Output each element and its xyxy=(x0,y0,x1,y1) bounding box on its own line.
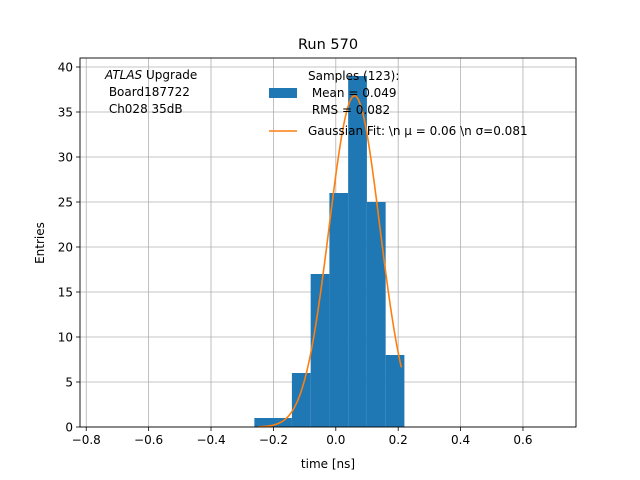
y-tick-label: 35 xyxy=(58,105,73,119)
chart-title: Run 570 xyxy=(298,37,358,53)
legend-fit-label: Gaussian Fit: \n μ = 0.06 \n σ=0.081 xyxy=(308,124,528,138)
y-tick-label: 20 xyxy=(58,240,73,254)
x-axis-label: time [ns] xyxy=(301,457,355,471)
x-tick-label: 0.2 xyxy=(389,433,408,447)
legend-histogram-label-2: Mean = 0.049 xyxy=(308,86,397,100)
histogram-bar xyxy=(329,193,348,427)
x-tick-label: −0.2 xyxy=(259,433,288,447)
annotation-line-3: Ch028 35dB xyxy=(105,102,183,116)
x-tick-label: −0.8 xyxy=(72,433,101,447)
y-axis-label: Entries xyxy=(33,222,47,264)
legend-histogram-label-3: RMS = 0.082 xyxy=(308,103,390,117)
legend-histogram-label-1: Samples (123): xyxy=(308,69,399,83)
x-tick-label: 0.0 xyxy=(326,433,345,447)
annotation-atlas: ATLAS xyxy=(104,68,143,82)
y-tick-label: 40 xyxy=(58,60,73,74)
annotation-line-2: Board187722 xyxy=(105,85,190,99)
histogram-bar xyxy=(292,373,311,427)
histogram-bar xyxy=(367,202,386,427)
y-tick-label: 0 xyxy=(65,420,73,434)
x-tick-label: 0.6 xyxy=(513,433,532,447)
x-tick-label: −0.6 xyxy=(134,433,163,447)
y-tick-label: 25 xyxy=(58,195,73,209)
x-tick-label: −0.4 xyxy=(196,433,225,447)
annotation-line-1: ATLAS Upgrade xyxy=(104,68,197,82)
x-tick-label: 0.4 xyxy=(451,433,470,447)
y-tick-label: 30 xyxy=(58,150,73,164)
annotation-upgrade: Upgrade xyxy=(142,68,197,82)
y-tick-label: 10 xyxy=(58,330,73,344)
y-tick-label: 5 xyxy=(65,375,73,389)
legend-histogram-swatch xyxy=(269,88,297,98)
y-tick-label: 15 xyxy=(58,285,73,299)
